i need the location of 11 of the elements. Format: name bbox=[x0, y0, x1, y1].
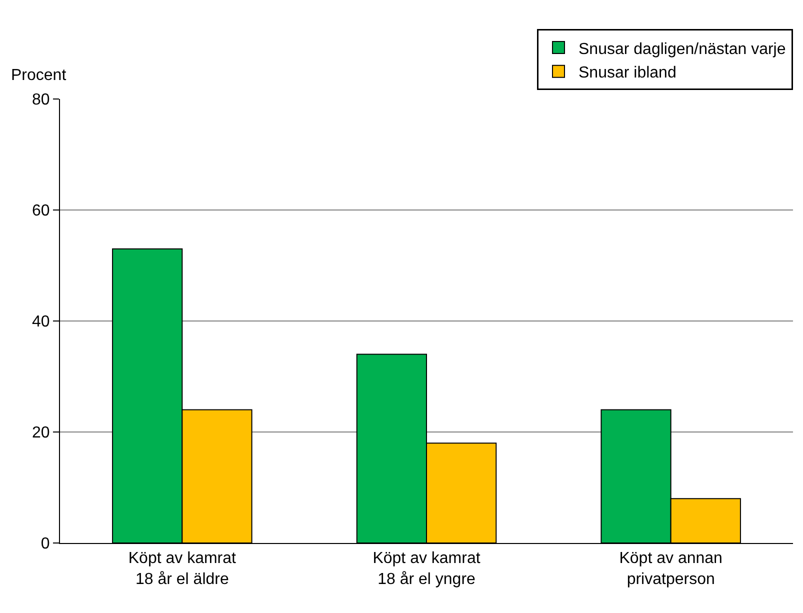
legend-label: Snusar ibland bbox=[578, 64, 676, 82]
y-axis-title: Procent bbox=[11, 67, 67, 84]
y-tick-label: 20 bbox=[32, 424, 50, 442]
x-tick-label: Köpt av kamrat 18 år el yngre bbox=[372, 550, 481, 588]
y-tick-label: 40 bbox=[32, 314, 50, 331]
y-tick-label: 80 bbox=[32, 92, 50, 109]
x-tick-label: Köpt av kamrat 18 år el äldre bbox=[128, 550, 237, 588]
legend-label: Snusar dagligen/nästan varje bbox=[578, 40, 786, 58]
y-tick-label: 0 bbox=[40, 536, 50, 553]
x-tick-label: Köpt av annan privatperson bbox=[619, 550, 722, 588]
y-tick-label: 60 bbox=[32, 202, 50, 220]
